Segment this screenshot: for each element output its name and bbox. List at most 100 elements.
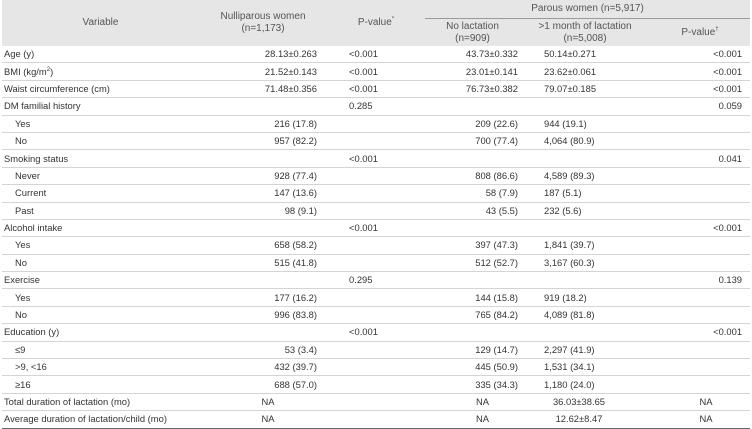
cell-pvalue-1: <0.001 [327,46,425,64]
row-label: ≥16 [2,375,199,394]
header-pvalue-1-mark: * [391,16,395,23]
row-label: Yes [2,115,199,133]
cell-no-lactation: 144 (15.8) [425,288,520,307]
cell-pvalue-2 [650,167,751,186]
row-label: Average duration of lactation/child (mo) [2,410,199,429]
cell-lactation: 1,531 (34.1) [520,358,650,377]
cell-pvalue-2 [650,341,751,360]
cell-no-lactation: 700 (77.4) [425,132,520,151]
header-parous-group: Parous women (n=5,917) [425,0,751,19]
cell-lactation [520,271,650,290]
table-row: BMI (kg/m2) 21.52±0.143 <0.001 23.01±0.1… [2,62,751,81]
cell-no-lactation: 335 (34.3) [425,375,520,394]
header-lactation-line1: >1 month of lactation [538,20,632,32]
table-row: Never 928 (77.4) 808 (86.6) 4,589 (89.3) [2,167,751,186]
table-row: >9, <16 432 (39.7) 445 (50.9) 1,531 (34.… [2,358,751,377]
header-no-lactation: No lactation (n=909) [425,18,520,46]
cell-no-lactation: 76.73±0.382 [425,80,520,99]
cell-nulliparous [199,149,327,168]
cell-nulliparous [199,219,327,238]
cell-lactation: 232 (5.6) [520,202,650,220]
table-header: Variable Nulliparous women (n=1,173) P-v… [2,0,751,46]
cell-pvalue-1 [327,410,425,429]
table-row: Education (y) <0.001 <0.001 [2,323,751,342]
cell-pvalue-2: <0.001 [650,323,751,342]
cell-lactation: 79.07±0.185 [520,80,650,99]
cell-pvalue-2: 0.139 [650,271,751,290]
cell-no-lactation [425,97,520,116]
cell-pvalue-2: 0.059 [650,97,751,116]
cell-pvalue-1 [327,184,425,203]
cell-pvalue-1: <0.001 [327,149,425,168]
row-label: Yes [2,236,199,255]
header-pvalue-2: P-value† [650,18,751,46]
row-label: No [2,132,199,151]
cell-lactation: 1,180 (24.0) [520,375,650,394]
table-row: Average duration of lactation/child (mo)… [2,410,751,429]
cell-pvalue-1: <0.001 [327,62,425,81]
cell-lactation: 187 (5.1) [520,184,650,203]
cell-pvalue-2 [650,254,751,273]
row-label-text: BMI (kg/m [4,65,47,77]
cell-pvalue-1 [327,306,425,325]
header-no-lactation-line1: No lactation [446,20,499,32]
cell-lactation: 23.62±0.061 [520,62,650,81]
row-label: Current [2,184,199,203]
cell-no-lactation: 58 (7.9) [425,184,520,203]
cell-pvalue-2 [650,132,751,151]
cell-pvalue-2 [650,288,751,307]
cell-lactation: 1,841 (39.7) [520,236,650,255]
row-label: Total duration of lactation (mo) [2,393,199,412]
table-row: ≥16 688 (57.0) 335 (34.3) 1,180 (24.0) [2,375,751,394]
cell-nulliparous: 658 (58.2) [199,236,327,255]
cell-lactation [520,219,650,238]
cell-no-lactation: NA [425,393,520,412]
cell-lactation: 4,589 (89.3) [520,167,650,186]
cell-pvalue-1: 0.285 [327,97,425,116]
cell-nulliparous: 28.13±0.263 [199,46,327,64]
row-label: ≤9 [2,341,199,360]
cell-nulliparous [199,271,327,290]
cell-pvalue-2: <0.001 [650,46,751,64]
cell-lactation: 36.03±38.65 [520,393,650,412]
cell-nulliparous: 928 (77.4) [199,167,327,186]
cell-no-lactation [425,219,520,238]
header-pvalue-2-label: P-value [681,26,716,38]
cell-no-lactation: 209 (22.6) [425,115,520,133]
table-row: Yes 177 (16.2) 144 (15.8) 919 (18.2) [2,288,751,307]
table-row: No 957 (82.2) 700 (77.4) 4,064 (80.9) [2,132,751,151]
cell-pvalue-1: 0.295 [327,271,425,290]
cell-lactation: 919 (18.2) [520,288,650,307]
table-row: No 515 (41.8) 512 (52.7) 3,167 (60.3) [2,254,751,273]
cell-nulliparous [199,323,327,342]
cell-pvalue-2: <0.001 [650,80,751,99]
header-lactation-line2: (n=5,008) [563,32,607,44]
table-row: Total duration of lactation (mo) NA NA 3… [2,393,751,412]
cell-pvalue-2 [650,375,751,394]
cell-pvalue-1 [327,341,425,360]
cell-nulliparous: 688 (57.0) [199,375,327,394]
cell-no-lactation: 43.73±0.332 [425,46,520,64]
cell-pvalue-2: NA [650,393,751,412]
table-row: Alcohol intake <0.001 <0.001 [2,219,751,238]
cell-nulliparous: NA [199,393,327,412]
row-label: >9, <16 [2,358,199,377]
cell-nulliparous: 71.48±0.356 [199,80,327,99]
table-row: ≤9 53 (3.4) 129 (14.7) 2,297 (41.9) [2,341,751,360]
row-label: DM familial history [2,97,199,116]
row-label: Past [2,202,199,220]
row-label: Exercise [2,271,199,290]
cell-pvalue-2 [650,202,751,220]
row-label: Smoking status [2,149,199,168]
cell-nulliparous: 177 (16.2) [199,288,327,307]
row-label-superscript: 2 [46,66,51,73]
table-row: Smoking status <0.001 0.041 [2,149,751,168]
cell-no-lactation: 808 (86.6) [425,167,520,186]
cell-no-lactation: 397 (47.3) [425,236,520,255]
header-nulliparous: Nulliparous women (n=1,173) [199,0,327,46]
row-label: Never [2,167,199,186]
table-row: DM familial history 0.285 0.059 [2,97,751,116]
cell-nulliparous: 957 (82.2) [199,132,327,151]
cell-lactation [520,149,650,168]
table-row: Yes 216 (17.8) 209 (22.6) 944 (19.1) [2,115,751,133]
